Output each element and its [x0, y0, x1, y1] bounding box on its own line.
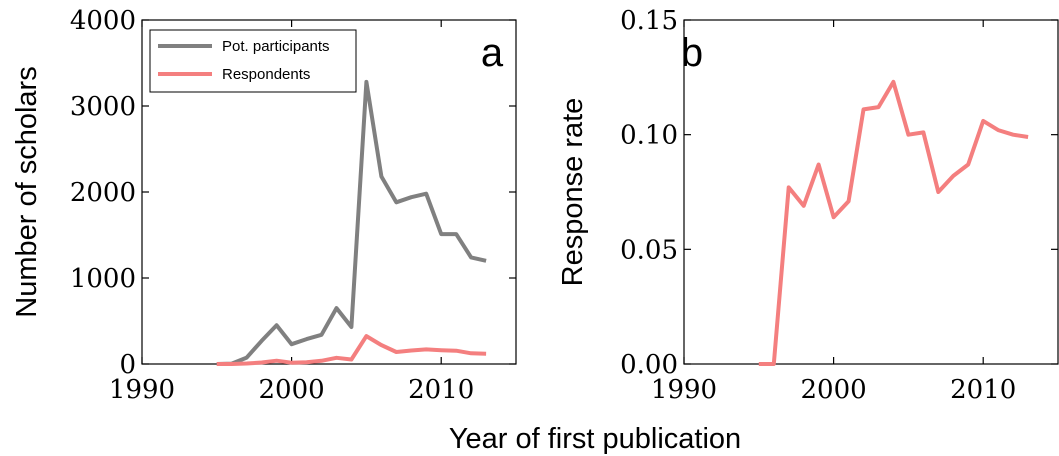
legend-label: Respondents [222, 66, 310, 83]
y-tick-label: 0.10 [620, 121, 678, 151]
panel-b-response-rate-chart: 1990 2000 2010 0.00 0.05 0.10 0.15 Response rat… [557, 6, 1059, 405]
y-axis-label: Number of scholars [11, 66, 43, 317]
x-tick-label: 2010 [408, 375, 474, 405]
x-tick-label: 1990 [109, 375, 175, 405]
y-tick-label: 2000 [70, 178, 136, 208]
x-tick-label: 1990 [651, 375, 717, 405]
legend-box [149, 29, 357, 93]
panel-letter: a [481, 31, 504, 75]
series-line-pot-participants [216, 79, 487, 366]
y-tick-label: 4000 [70, 6, 136, 36]
y-tick-label: 0.00 [620, 350, 678, 380]
y-tick-label: 0.15 [620, 6, 678, 36]
y-axis-label: Response rate [557, 98, 589, 287]
y-tick-label: 1000 [70, 264, 136, 294]
shared-x-axis-label: Year of first publication [449, 423, 741, 455]
legend: Pot. participants Respondents [149, 29, 357, 93]
x-tick-label: 2000 [801, 375, 867, 405]
plot-frame-b [683, 19, 1059, 365]
x-tick-label: 2000 [259, 375, 325, 405]
series-line-response-rate [758, 79, 1029, 366]
legend-label: Pot. participants [222, 38, 330, 55]
y-tick-label: 3000 [70, 92, 136, 122]
x-tick-label: 2010 [950, 375, 1016, 405]
panel-letter: b [681, 31, 703, 75]
panel-a-scholars-chart: 1990 2000 2010 0 1000 2000 3000 4000 Number of s… [11, 6, 517, 405]
y-tick-label: 0 [119, 350, 136, 380]
series-line-respondents [216, 334, 487, 366]
y-tick-label: 0.05 [620, 235, 678, 265]
